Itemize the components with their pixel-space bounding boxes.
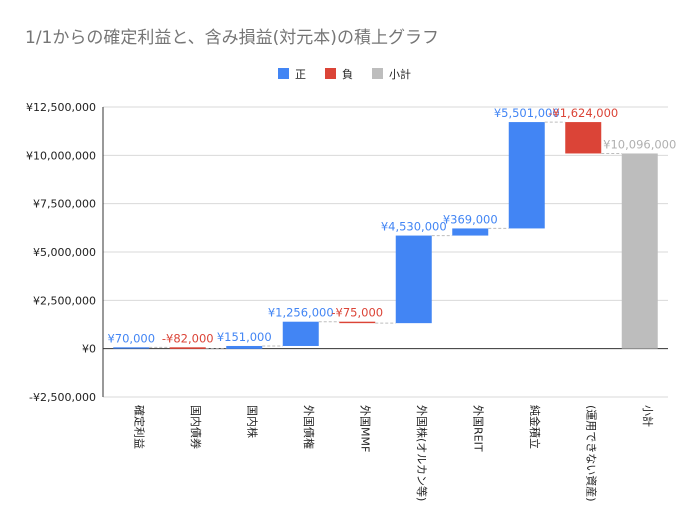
data-label: ¥5,501,000 <box>494 106 560 120</box>
legend-label-subtotal: 小計 <box>389 67 411 81</box>
legend-label-negative: 負 <box>342 68 353 81</box>
bar <box>282 321 319 346</box>
chart-title: 1/1からの確定利益と、含み損益(対元本)の積上グラフ <box>25 28 439 48</box>
x-tick-label: 外国債権 <box>302 405 316 449</box>
y-tick-label: ¥10,000,000 <box>26 149 96 162</box>
bar <box>395 235 432 324</box>
x-tick-label: 純金積立 <box>528 405 542 449</box>
data-label: -¥82,000 <box>162 331 214 345</box>
data-label: ¥4,530,000 <box>381 220 447 234</box>
data-label: ¥10,096,000 <box>603 137 676 151</box>
bar <box>226 345 263 349</box>
legend-swatch-negative <box>325 68 336 79</box>
x-tick-label: (運用できない資産) <box>584 405 597 502</box>
x-tick-label: 国内株 <box>245 405 259 438</box>
y-tick-label: -¥2,500,000 <box>29 391 96 404</box>
bar <box>452 228 489 236</box>
bar <box>621 153 658 349</box>
bar <box>339 321 376 324</box>
x-tick-label: 確定利益 <box>132 405 146 449</box>
y-tick-label: ¥12,500,000 <box>26 101 96 114</box>
x-axis: 確定利益 国内債券 国内株 外国債権 外国MMF 外国株(オルカン等) 外国REIT 純金積立… <box>132 405 655 502</box>
legend-label-positive: 正 <box>295 68 306 81</box>
x-tick-label: 外国MMF <box>358 405 371 452</box>
data-label: ¥151,000 <box>217 330 272 344</box>
bar <box>508 122 545 229</box>
legend-swatch-subtotal <box>372 68 383 79</box>
data-label: ¥1,256,000 <box>268 306 334 320</box>
x-tick-label: 小計 <box>641 405 655 427</box>
legend-swatch-positive <box>278 68 289 79</box>
legend: 正 負 小計 <box>278 67 411 81</box>
bar <box>169 347 206 349</box>
data-label: -¥1,624,000 <box>548 106 618 120</box>
y-tick-label: ¥2,500,000 <box>33 294 96 307</box>
data-label: ¥369,000 <box>443 212 498 226</box>
data-label: -¥75,000 <box>331 306 383 320</box>
bar <box>113 347 150 349</box>
y-tick-label: ¥5,000,000 <box>33 246 96 259</box>
x-tick-label: 外国株(オルカン等) <box>415 405 429 501</box>
y-tick-label: ¥0 <box>82 343 96 356</box>
x-tick-label: 国内債券 <box>189 405 203 449</box>
data-label: ¥70,000 <box>107 331 155 345</box>
bar <box>565 122 602 154</box>
plot-area: ¥70,000 -¥82,000 ¥151,000 ¥1,256,000-¥75,00… <box>107 106 676 350</box>
y-tick-label: ¥7,500,000 <box>33 198 96 211</box>
x-tick-label: 外国REIT <box>471 405 484 452</box>
